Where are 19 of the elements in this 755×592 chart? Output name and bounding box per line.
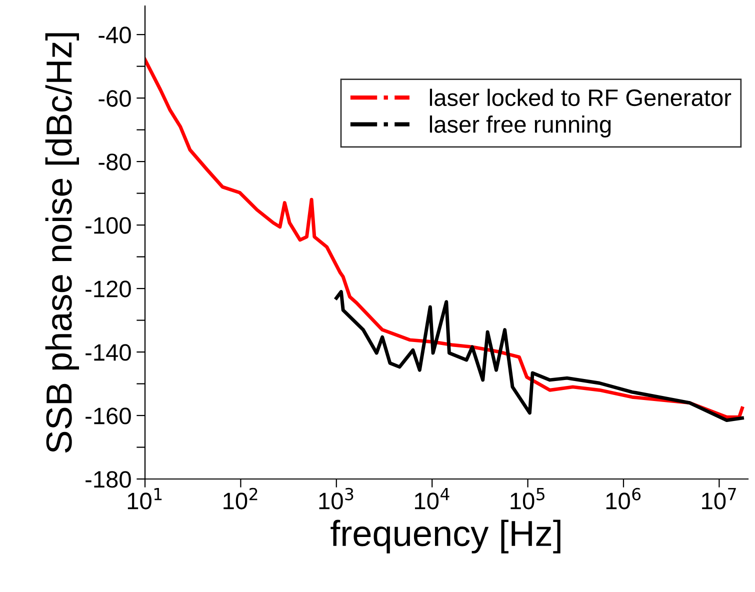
x-tick-label: 10$^{6}$: [606, 488, 641, 510]
x-tick-label: 10$^{5}$: [510, 488, 544, 510]
y-tick-label: -140: [86, 344, 131, 361]
y-tick-label: -180: [86, 471, 131, 488]
x-tick-label: 10$^{2}$: [224, 488, 258, 510]
y-axis-title: SSB phase noise [dBc/Hz]: [45, 33, 79, 453]
x-tick-label: 10$^{3}$: [319, 488, 354, 510]
x-axis-title: frequency [Hz]: [330, 520, 560, 554]
y-tick-label: -160: [86, 408, 131, 424]
x-tick-label: 10$^{4}$: [415, 488, 450, 510]
y-tick-label: -120: [86, 280, 131, 298]
y-tick-label: -100: [86, 217, 131, 234]
y-tick-label: -60: [98, 90, 131, 107]
x-tick-label: 10$^{7}$: [702, 488, 736, 510]
legend-label: laser free running: [430, 115, 611, 138]
legend-label: laser locked to RF Generator: [430, 88, 732, 106]
x-tick-label: 10$^{1}$: [128, 488, 162, 510]
y-tick-label: -80: [98, 154, 131, 170]
y-tick-label: -40: [98, 26, 131, 44]
